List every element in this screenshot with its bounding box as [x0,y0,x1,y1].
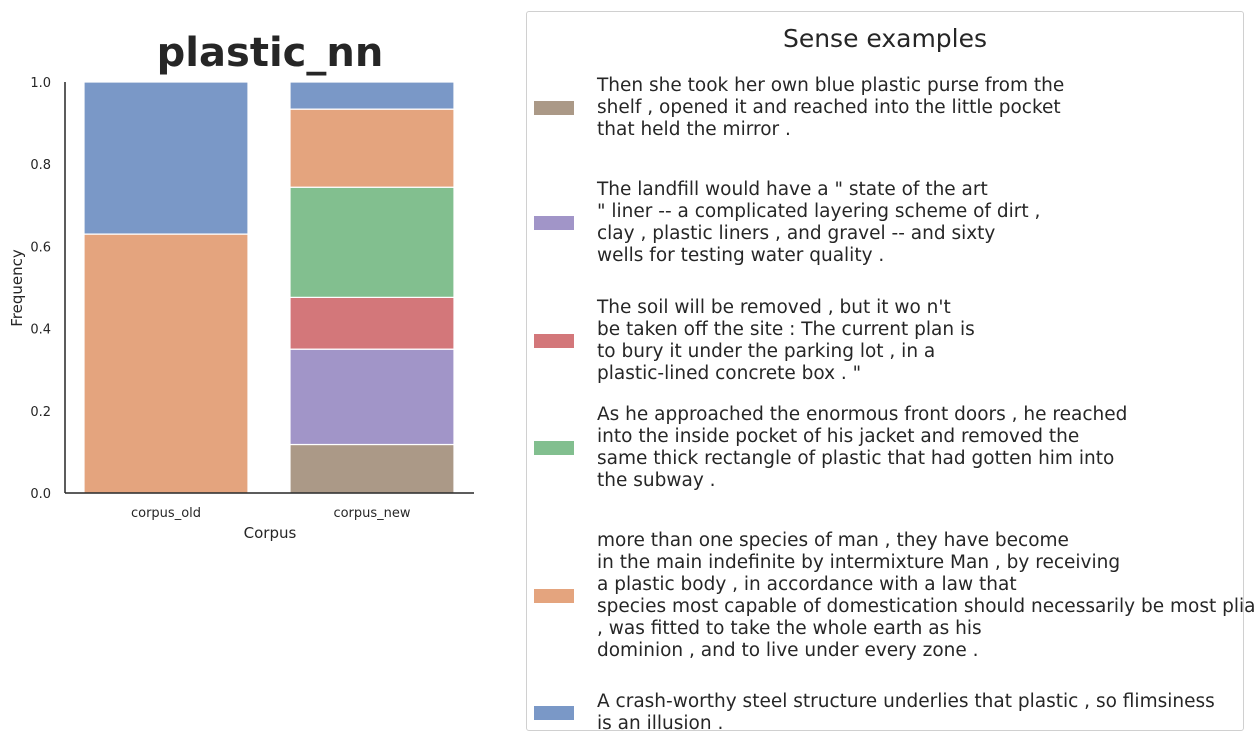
y-tick-label: 0.4 [30,323,51,338]
y-tick-label: 0.6 [30,240,51,255]
bar-corpus_old-segment-5 [83,81,249,235]
legend-entry-text: The soil will be removed , but it wo n't… [597,297,975,384]
bar-corpus_new-segment-1 [289,348,455,446]
legend-title: Sense examples [782,24,988,53]
y-tick-label: 0.2 [30,405,51,420]
legend-swatch [534,441,574,455]
y-tick-label: 1.0 [30,76,51,91]
bar-corpus_old-segment-4 [83,233,249,494]
y-tick-label: 0.8 [30,158,51,173]
legend-entry-text: more than one species of man , they have… [597,530,1256,661]
bar-corpus_new-segment-5 [289,81,455,110]
x-tick-label-corpus_new: corpus_new [333,506,410,521]
legend-entry: The landfill would have a " state of the… [534,179,1239,267]
bar-corpus_new-segment-4 [289,108,455,188]
legend-swatch [534,589,574,603]
bar-corpus_new-segment-0 [289,443,455,494]
bar-corpus_new-segment-3 [289,186,455,298]
x-tick-labels: corpus_old corpus_new [131,506,411,521]
legend-swatch [534,101,574,115]
bars-layer [83,81,455,494]
legend: Sense examples Then she took her own blu… [526,11,1256,734]
legend-entry-text: A crash-worthy steel structure underlies… [597,691,1215,734]
legend-swatch [534,334,574,348]
bar-corpus_new-segment-2 [289,296,455,350]
y-tick-labels: 0.0 0.2 0.4 0.6 0.8 1.0 [30,76,51,502]
axes-layer [64,82,474,494]
legend-entry: As he approached the enormous front door… [534,404,1239,492]
legend-entry-text: The landfill would have a " state of the… [597,179,1041,266]
y-axis-label: Frequency [8,249,26,327]
legend-entry: A crash-worthy steel structure underlies… [534,691,1239,735]
x-axis-label: Corpus [244,524,297,542]
legend-swatch [534,216,574,230]
legend-entry-text: As he approached the enormous front door… [597,404,1128,491]
legend-entry-text: Then she took her own blue plastic purse… [597,75,1065,140]
stacked-bar-chart: plastic_nn 0.0 0.2 0.4 0.6 0.8 1.0 corpus_old… [8,30,474,542]
x-tick-label-corpus_old: corpus_old [131,506,201,521]
legend-entry: more than one species of man , they have… [534,530,1256,662]
legend-swatch [534,706,574,720]
chart-title: plastic_nn [157,30,384,76]
legend-entry: The soil will be removed , but it wo n't… [534,297,1239,385]
legend-entry: Then she took her own blue plastic purse… [534,75,1239,141]
y-tick-label: 0.0 [30,487,51,502]
